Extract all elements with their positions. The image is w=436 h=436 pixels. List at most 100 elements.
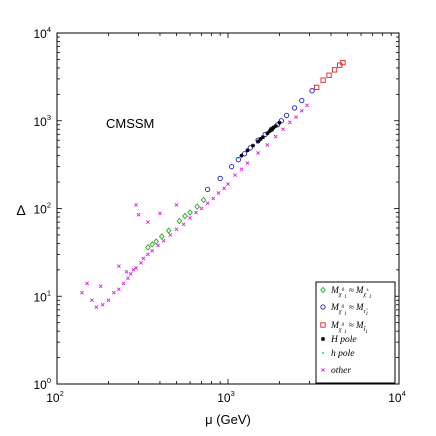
data-point — [131, 267, 136, 272]
data-point — [273, 134, 278, 139]
data-point — [269, 127, 274, 132]
x-tick-label: 104 — [388, 389, 406, 405]
data-point — [287, 120, 292, 125]
data-point — [116, 287, 121, 292]
data-point — [265, 131, 270, 136]
legend-label: H pole — [330, 335, 357, 345]
data-point — [273, 124, 278, 129]
data-point — [139, 260, 143, 265]
data-point — [182, 212, 188, 220]
data-point — [158, 233, 165, 240]
data-point — [233, 173, 237, 178]
data-point — [309, 88, 315, 94]
data-point — [340, 59, 346, 66]
legend-label: other — [331, 366, 351, 376]
y-tick-label: 101 — [33, 288, 51, 304]
data-point — [194, 203, 200, 210]
data-point — [271, 125, 276, 130]
data-point — [111, 290, 116, 295]
data-point — [134, 202, 138, 207]
data-point — [204, 186, 211, 193]
data-point — [156, 243, 160, 248]
data-point — [239, 167, 244, 172]
legend-marker — [320, 322, 326, 328]
data-point — [199, 206, 204, 211]
data-point — [141, 256, 146, 261]
data-point — [265, 143, 270, 147]
data-point — [85, 281, 90, 286]
data-point — [320, 77, 326, 83]
data-point — [256, 150, 261, 155]
legend-box — [315, 281, 396, 384]
data-point — [241, 151, 248, 157]
data-point — [235, 157, 242, 163]
chart-annotation: CMSSM — [106, 116, 154, 131]
data-point — [126, 276, 130, 281]
data-point — [80, 290, 84, 295]
data-point — [136, 212, 141, 217]
data-point — [134, 266, 138, 270]
data-point — [250, 143, 255, 148]
data-point — [216, 191, 221, 195]
data-point — [258, 136, 263, 141]
data-point — [299, 108, 304, 113]
data-point — [228, 163, 235, 170]
data-point — [150, 248, 155, 253]
data-point — [299, 97, 305, 104]
data-point — [181, 222, 186, 227]
data-point — [247, 145, 253, 151]
data-point — [128, 271, 133, 276]
data-point — [145, 244, 151, 251]
data-point — [187, 209, 193, 216]
data-point — [267, 129, 272, 134]
legend-marker — [322, 352, 324, 354]
data-point — [100, 302, 105, 307]
data-point — [222, 186, 227, 191]
data-point — [277, 120, 282, 125]
data-point — [124, 269, 129, 274]
legend-marker — [321, 368, 325, 372]
data-point — [281, 127, 286, 132]
data-point — [165, 227, 172, 234]
data-point — [331, 67, 338, 73]
legend-label: h pole — [331, 349, 354, 359]
data-point — [194, 210, 198, 215]
data-point — [283, 112, 290, 119]
data-point — [294, 115, 298, 120]
y-tick-label: 104 — [33, 25, 51, 41]
axis-tick-labels: 102 103 104 100 101 102 103 104 — [33, 25, 405, 405]
data-point — [245, 148, 250, 153]
data-point — [245, 161, 250, 165]
data-point — [256, 139, 261, 144]
legend-marker — [321, 337, 325, 341]
y-tick-label: 102 — [33, 201, 51, 217]
data-point — [116, 264, 121, 269]
data-point — [188, 216, 192, 220]
data-point — [174, 227, 179, 232]
data-point — [217, 175, 223, 182]
data-point — [200, 196, 207, 204]
data-point — [98, 284, 103, 289]
data-points — [80, 59, 346, 310]
y-tick-label: 100 — [33, 376, 51, 392]
legend-marker — [320, 304, 326, 310]
data-point — [161, 238, 166, 243]
data-point — [174, 202, 179, 207]
data-point — [291, 105, 298, 111]
data-point — [211, 196, 216, 201]
data-point — [153, 238, 159, 245]
legend-marker — [320, 286, 326, 294]
data-point — [226, 182, 230, 186]
data-point — [168, 232, 173, 237]
data-point — [305, 103, 309, 108]
y-tick-label: 103 — [33, 113, 51, 129]
data-point — [176, 217, 183, 225]
data-point — [326, 72, 332, 78]
data-point — [260, 135, 265, 140]
data-point — [121, 281, 126, 286]
data-point — [205, 201, 210, 206]
data-point — [106, 298, 111, 303]
